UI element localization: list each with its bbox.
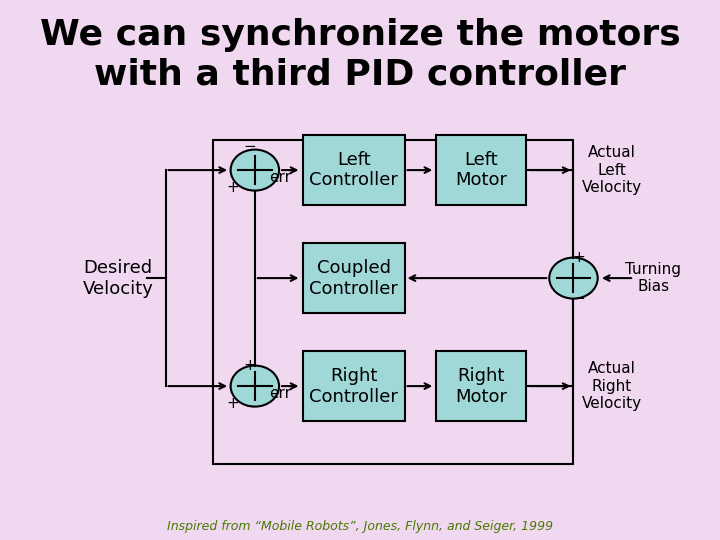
- Text: Coupled
Controller: Coupled Controller: [309, 259, 398, 298]
- Text: Desired
Velocity: Desired Velocity: [82, 259, 153, 298]
- Bar: [302, 351, 405, 421]
- Text: Turning
Bias: Turning Bias: [625, 262, 681, 294]
- Text: err: err: [269, 170, 291, 185]
- Text: Inspired from “Mobile Robots”, Jones, Flynn, and Seiger, 1999: Inspired from “Mobile Robots”, Jones, Fl…: [167, 520, 553, 533]
- Bar: [436, 351, 526, 421]
- Text: err: err: [269, 386, 291, 401]
- Text: Right
Motor: Right Motor: [455, 367, 507, 406]
- Circle shape: [230, 150, 279, 191]
- Bar: [302, 135, 405, 205]
- Text: +: +: [572, 249, 585, 265]
- Text: Right
Controller: Right Controller: [309, 367, 398, 406]
- Text: Actual
Left
Velocity: Actual Left Velocity: [582, 145, 642, 195]
- Text: −: −: [572, 291, 585, 306]
- Text: −: −: [246, 399, 258, 414]
- Text: Left
Motor: Left Motor: [455, 151, 507, 190]
- Text: Left
Controller: Left Controller: [309, 151, 398, 190]
- Bar: [436, 135, 526, 205]
- Text: Actual
Right
Velocity: Actual Right Velocity: [582, 361, 642, 411]
- Bar: [302, 243, 405, 313]
- Bar: [213, 140, 573, 464]
- Circle shape: [549, 258, 598, 299]
- Text: with a third PID controller: with a third PID controller: [94, 58, 626, 91]
- Circle shape: [230, 366, 279, 407]
- Text: −: −: [246, 183, 258, 198]
- Text: We can synchronize the motors: We can synchronize the motors: [40, 18, 680, 52]
- Text: +: +: [243, 358, 256, 373]
- Text: +: +: [226, 180, 239, 195]
- Text: −: −: [243, 139, 256, 154]
- Text: +: +: [226, 396, 239, 411]
